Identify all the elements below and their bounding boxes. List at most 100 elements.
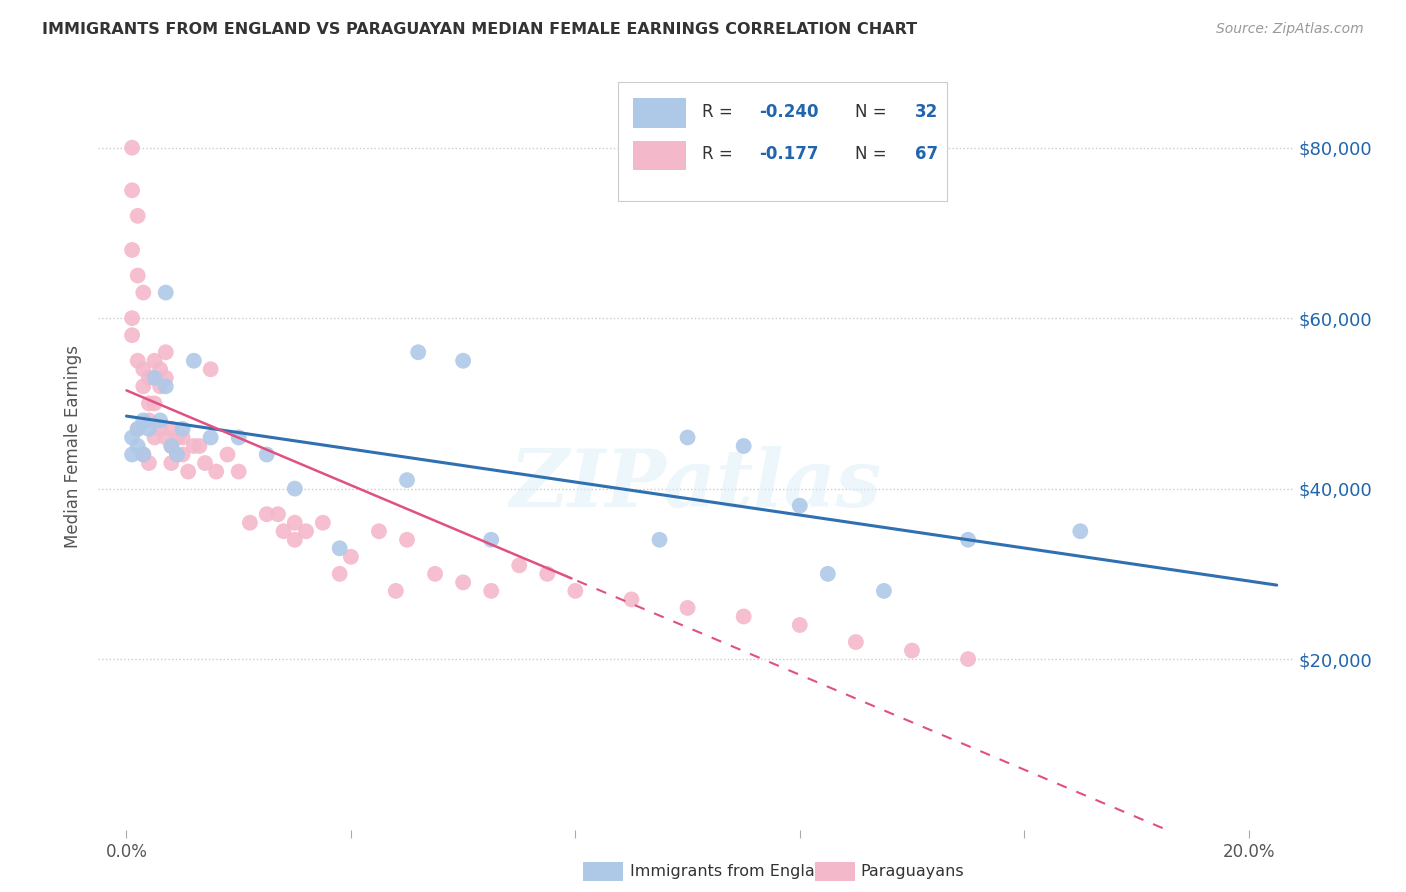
Point — [155, 285, 177, 300]
Point — [188, 439, 211, 453]
Point — [508, 558, 530, 573]
Point — [200, 430, 222, 444]
Point — [132, 379, 155, 393]
Point — [564, 583, 586, 598]
Point — [733, 439, 755, 453]
Point — [121, 328, 143, 343]
Point — [312, 516, 335, 530]
Point — [536, 566, 558, 581]
Point — [121, 141, 143, 155]
Point — [149, 413, 172, 427]
Point — [385, 583, 408, 598]
Point — [479, 583, 502, 598]
Point — [132, 448, 155, 462]
Point — [423, 566, 446, 581]
Point — [160, 439, 183, 453]
Text: -0.177: -0.177 — [759, 145, 818, 163]
Point — [648, 533, 671, 547]
Point — [155, 379, 177, 393]
Point — [132, 362, 155, 376]
Point — [789, 618, 811, 632]
Point — [620, 592, 643, 607]
Point — [138, 422, 160, 436]
Point — [172, 430, 194, 444]
Point — [155, 430, 177, 444]
Point — [166, 448, 188, 462]
Point — [143, 353, 166, 368]
Point — [143, 371, 166, 385]
Point — [395, 533, 418, 547]
Point — [395, 473, 418, 487]
Point — [121, 430, 143, 444]
Point — [127, 353, 149, 368]
Point — [172, 448, 194, 462]
Point — [239, 516, 262, 530]
Point — [194, 456, 217, 470]
Y-axis label: Median Female Earnings: Median Female Earnings — [65, 344, 83, 548]
Point — [817, 566, 839, 581]
Point — [676, 430, 699, 444]
Text: R =: R = — [702, 103, 738, 121]
Point — [143, 430, 166, 444]
Point — [284, 482, 307, 496]
Point — [284, 516, 307, 530]
Point — [901, 643, 924, 657]
Point — [284, 533, 307, 547]
Point — [149, 362, 172, 376]
Point — [177, 465, 200, 479]
Point — [256, 507, 278, 521]
Point — [205, 465, 228, 479]
Point — [789, 499, 811, 513]
Point — [217, 448, 239, 462]
Point — [273, 524, 295, 539]
FancyBboxPatch shape — [619, 81, 948, 201]
Text: R =: R = — [702, 145, 744, 163]
Point — [873, 583, 896, 598]
Point — [160, 456, 183, 470]
Point — [329, 541, 352, 556]
Point — [451, 575, 474, 590]
Point — [166, 448, 188, 462]
Text: N =: N = — [855, 145, 891, 163]
Point — [138, 371, 160, 385]
Point — [733, 609, 755, 624]
Point — [160, 439, 183, 453]
Text: 67: 67 — [915, 145, 938, 163]
Point — [127, 439, 149, 453]
Point — [368, 524, 391, 539]
Text: 32: 32 — [915, 103, 938, 121]
Point — [149, 422, 172, 436]
Point — [121, 183, 143, 197]
Text: -0.240: -0.240 — [759, 103, 818, 121]
Point — [138, 413, 160, 427]
Point — [132, 413, 155, 427]
Point — [957, 652, 980, 666]
Point — [127, 422, 149, 436]
Point — [256, 448, 278, 462]
Point — [138, 456, 160, 470]
Point — [160, 422, 183, 436]
Point — [183, 353, 205, 368]
Point — [479, 533, 502, 547]
Point — [228, 430, 250, 444]
Point — [172, 422, 194, 436]
Point — [132, 285, 155, 300]
Point — [295, 524, 318, 539]
Point — [329, 566, 352, 581]
Text: ZIPatlas: ZIPatlas — [510, 446, 882, 523]
Point — [228, 465, 250, 479]
Point — [267, 507, 290, 521]
Point — [138, 396, 160, 410]
Point — [451, 353, 474, 368]
FancyBboxPatch shape — [633, 141, 686, 169]
Point — [676, 601, 699, 615]
Text: N =: N = — [855, 103, 891, 121]
Point — [149, 379, 172, 393]
Point — [121, 448, 143, 462]
Text: Source: ZipAtlas.com: Source: ZipAtlas.com — [1216, 22, 1364, 37]
Point — [127, 209, 149, 223]
Point — [957, 533, 980, 547]
Point — [166, 430, 188, 444]
Point — [340, 549, 363, 564]
Point — [183, 439, 205, 453]
